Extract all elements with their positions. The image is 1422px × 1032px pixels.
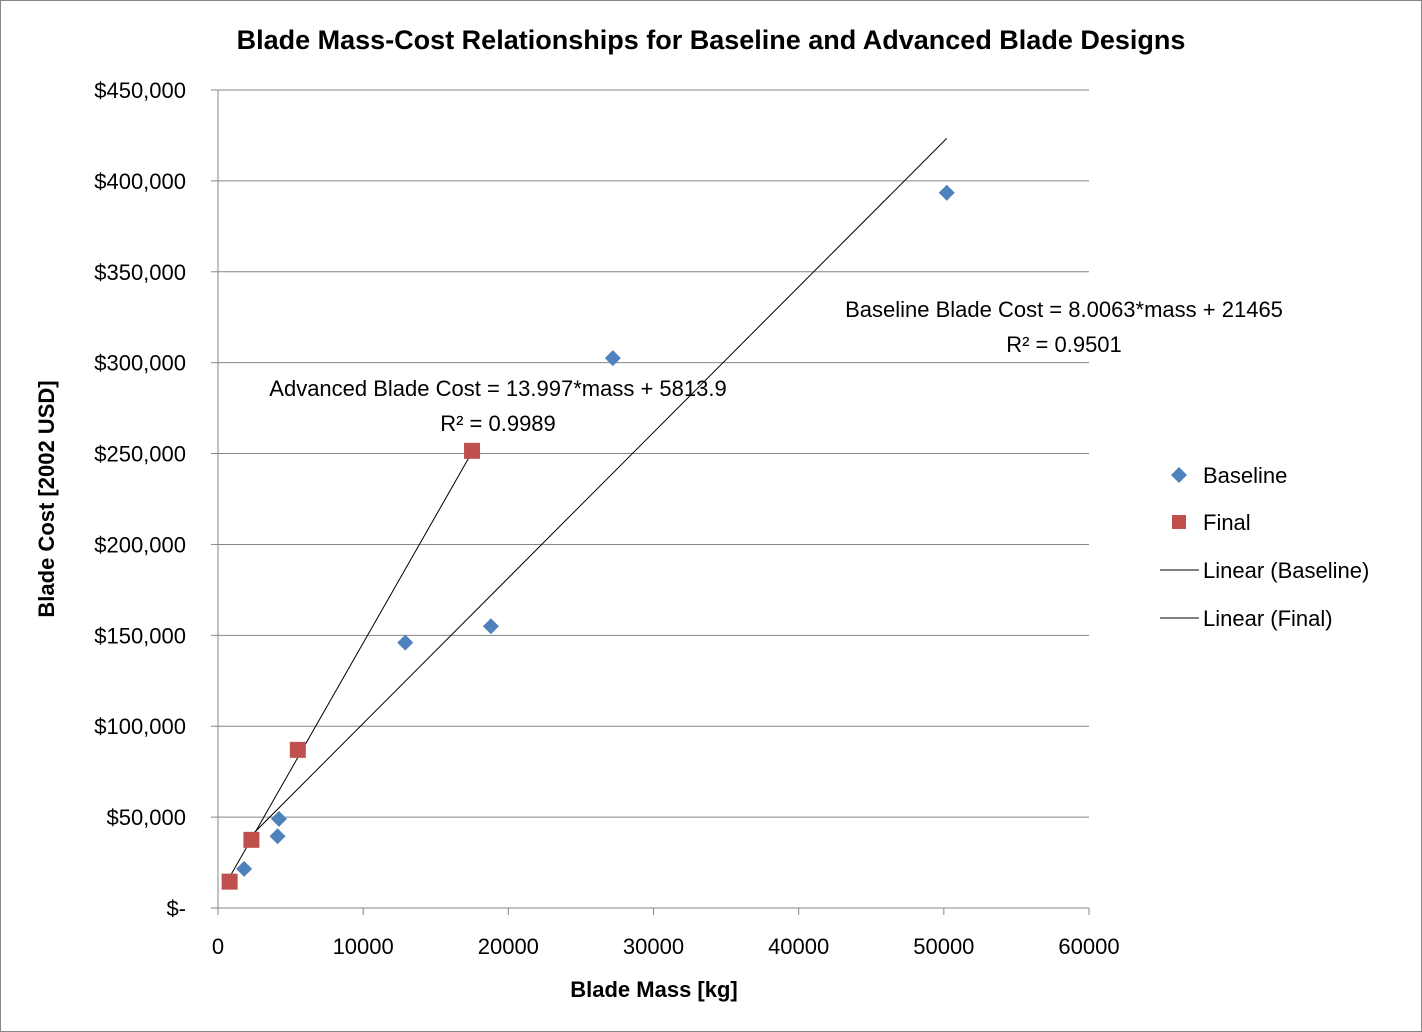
trendline-final <box>229 451 473 878</box>
y-axis-title: Blade Cost [2002 USD] <box>34 380 59 617</box>
y-tick-label: $350,000 <box>94 260 186 285</box>
legend: Baseline Final Linear (Baseline) Linear … <box>1160 463 1369 631</box>
y-tick-label: $100,000 <box>94 714 186 739</box>
x-tick-label: 60000 <box>1058 934 1119 959</box>
legend-final-label: Final <box>1203 510 1251 535</box>
legend-final-marker <box>1172 515 1186 529</box>
y-tick-label: $300,000 <box>94 351 186 376</box>
y-tick-label: $400,000 <box>94 169 186 194</box>
y-tick-label: $50,000 <box>106 805 186 830</box>
legend-linear-final-label: Linear (Final) <box>1203 606 1333 631</box>
baseline-point <box>397 634 414 651</box>
advanced-equation: Advanced Blade Cost = 13.997*mass + 5813… <box>269 376 726 401</box>
legend-baseline-marker <box>1171 467 1187 483</box>
y-tick-label: $150,000 <box>94 623 186 648</box>
x-tick-label: 0 <box>212 934 224 959</box>
final-point <box>464 442 481 459</box>
baseline-point <box>269 828 286 845</box>
gridlines <box>218 89 1089 818</box>
final-point <box>243 831 260 848</box>
baseline-point <box>604 350 621 367</box>
x-tick-label: 10000 <box>333 934 394 959</box>
x-axis-tick-labels: 0 10000 20000 30000 40000 50000 60000 <box>212 934 1120 959</box>
axes <box>211 89 1090 915</box>
baseline-equation: Baseline Blade Cost = 8.0063*mass + 2146… <box>845 297 1283 322</box>
y-axis-tick-labels: $- $50,000 $100,000 $150,000 $200,000 $250,00… <box>94 78 186 921</box>
x-tick-label: 40000 <box>768 934 829 959</box>
baseline-point <box>270 810 287 827</box>
baseline-point <box>236 860 253 877</box>
baseline-point <box>938 184 955 201</box>
x-tick-label: 20000 <box>478 934 539 959</box>
trendline-baseline <box>243 138 948 844</box>
baseline-r-squared: R² = 0.9501 <box>1006 332 1122 357</box>
final-point <box>221 873 238 890</box>
trendlines <box>229 138 948 878</box>
data-points <box>221 184 955 890</box>
y-tick-label: $- <box>166 896 186 921</box>
advanced-r-squared: R² = 0.9989 <box>440 411 556 436</box>
x-axis-title: Blade Mass [kg] <box>570 977 738 1002</box>
x-tick-label: 30000 <box>623 934 684 959</box>
legend-linear-baseline-label: Linear (Baseline) <box>1203 558 1369 583</box>
x-tick-label: 50000 <box>913 934 974 959</box>
final-point <box>289 741 306 758</box>
y-tick-label: $250,000 <box>94 442 186 467</box>
chart-title: Blade Mass-Cost Relationships for Baseli… <box>237 25 1186 55</box>
y-tick-label: $450,000 <box>94 78 186 103</box>
y-tick-label: $200,000 <box>94 532 186 557</box>
legend-baseline-label: Baseline <box>1203 463 1287 488</box>
baseline-point <box>482 618 499 635</box>
